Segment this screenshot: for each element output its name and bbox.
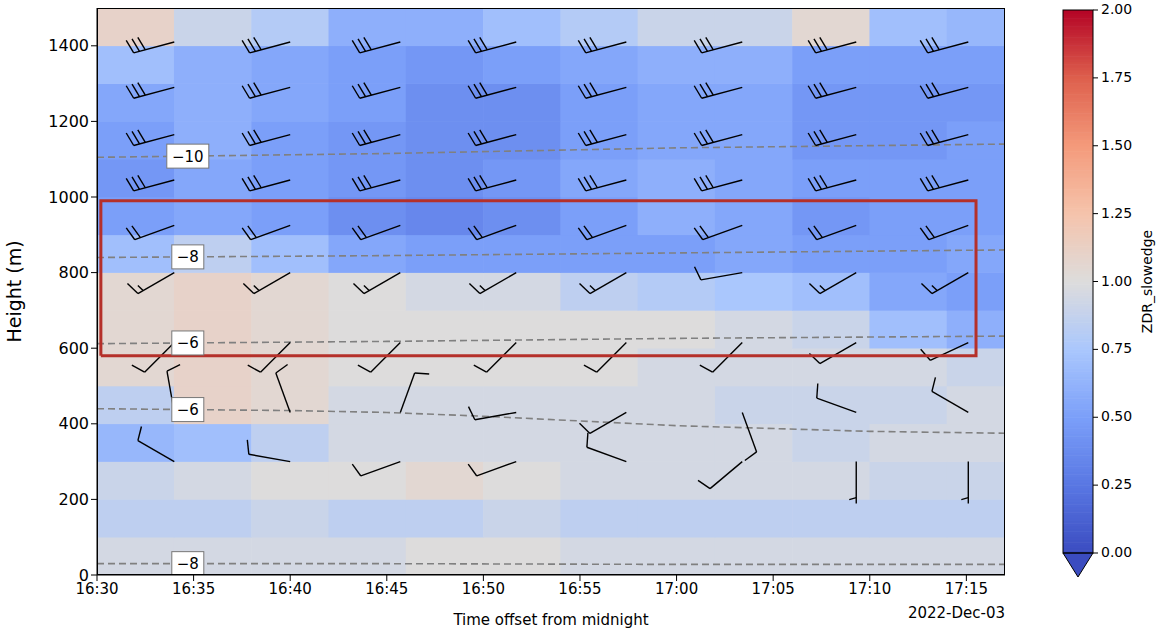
svg-text:800: 800 [58,263,89,282]
svg-text:0.25: 0.25 [1101,476,1132,492]
svg-text:2.00: 2.00 [1101,1,1132,17]
svg-text:1.75: 1.75 [1101,69,1132,85]
svg-text:0.75: 0.75 [1101,340,1132,356]
svg-text:1.50: 1.50 [1101,137,1132,153]
svg-text:1000: 1000 [48,188,89,207]
svg-text:0.50: 0.50 [1101,408,1132,424]
svg-text:1.00: 1.00 [1101,273,1132,289]
svg-text:16:35: 16:35 [172,580,215,598]
svg-text:−8: −8 [177,248,199,266]
svg-text:16:45: 16:45 [365,580,408,598]
svg-text:16:30: 16:30 [75,579,119,598]
svg-text:16:40: 16:40 [269,580,312,598]
svg-text:17:05: 17:05 [752,580,795,598]
svg-text:1400: 1400 [48,36,89,55]
svg-text:1200: 1200 [48,112,89,131]
svg-text:−10: −10 [172,148,204,166]
svg-text:17:10: 17:10 [848,580,891,598]
html-text:2022-Dec-03: 2022-Dec-03 [907,604,1005,622]
svg-text:17:15: 17:15 [945,580,988,598]
svg-text:400: 400 [58,414,89,433]
svg-text:−8: −8 [177,555,199,573]
svg-text:−6: −6 [177,401,199,419]
svg-text:Time offset from midnight: Time offset from midnight [452,611,648,629]
svg-text:Height (m): Height (m) [3,240,25,342]
svg-text:16:55: 16:55 [558,580,601,598]
svg-text:−6: −6 [177,334,199,352]
svg-text:0.00: 0.00 [1101,544,1132,560]
svg-text:ZDR_slowedge: ZDR_slowedge [1139,230,1155,333]
svg-text:1.25: 1.25 [1101,205,1132,221]
svg-text:17:00: 17:00 [655,580,698,598]
svg-text:16:50: 16:50 [462,580,505,598]
svg-text:0: 0 [79,566,89,585]
svg-text:600: 600 [58,339,89,358]
svg-text:200: 200 [58,490,89,509]
